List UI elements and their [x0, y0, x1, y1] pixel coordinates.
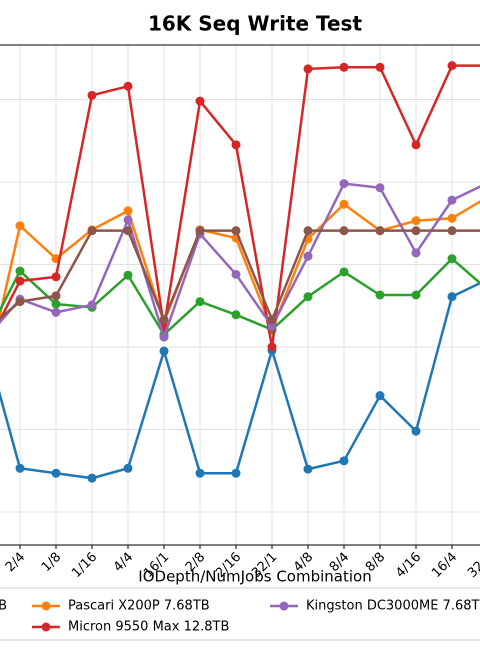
data-point — [447, 292, 457, 302]
x-tick-label: 4/16 — [393, 550, 424, 581]
data-point — [195, 226, 205, 236]
legend-label: Micron 9550 Max 12.8TB — [68, 620, 229, 635]
data-point — [375, 226, 385, 236]
data-point — [267, 321, 277, 331]
data-point — [231, 269, 241, 279]
data-point — [339, 267, 349, 277]
data-point — [339, 199, 349, 209]
x-axis-label: IODepth/NumJobs Combination — [138, 568, 371, 586]
data-point — [123, 270, 133, 280]
legend-marker — [41, 622, 51, 632]
data-point — [159, 346, 169, 356]
x-tick-label: 32/4 — [465, 550, 480, 581]
legend-label: B — [0, 599, 7, 614]
data-point — [231, 140, 241, 150]
plot-area — [0, 44, 480, 549]
data-point — [51, 291, 61, 301]
x-tick-label: 2/4 — [3, 550, 28, 575]
data-point — [447, 195, 457, 205]
legend-marker — [41, 601, 51, 611]
series-line — [0, 200, 480, 334]
data-point — [303, 292, 313, 302]
data-point — [195, 297, 205, 307]
data-point — [51, 307, 61, 317]
data-point — [123, 215, 133, 225]
data-point — [267, 342, 277, 352]
data-point — [411, 140, 421, 150]
data-point — [123, 463, 133, 473]
data-point — [195, 468, 205, 478]
legend-label: Pascari X200P 7.68TB — [68, 599, 210, 614]
data-point — [303, 251, 313, 261]
data-point — [87, 90, 97, 100]
x-tick-label: 16/4 — [429, 550, 460, 581]
chart-title: 16K Seq Write Test — [148, 12, 363, 36]
data-point — [447, 61, 457, 71]
data-point — [123, 206, 133, 216]
x-tick-label: 1/16 — [69, 550, 100, 581]
x-tick-label: 4/4 — [111, 550, 136, 575]
legend-label: Kingston DC3000ME 7.68TB — [306, 599, 480, 614]
data-point — [447, 254, 457, 264]
data-point — [123, 226, 133, 236]
data-point — [87, 226, 97, 236]
data-point — [339, 456, 349, 466]
data-point — [15, 266, 25, 276]
data-point — [411, 216, 421, 226]
data-point — [51, 468, 61, 478]
data-point — [447, 213, 457, 223]
data-point — [411, 290, 421, 300]
data-point — [375, 183, 385, 193]
data-point — [375, 62, 385, 72]
data-point — [303, 464, 313, 474]
data-point — [15, 221, 25, 231]
data-point — [51, 272, 61, 282]
data-point — [159, 332, 169, 342]
data-point — [411, 248, 421, 258]
data-point — [15, 276, 25, 286]
data-point — [51, 299, 61, 309]
data-point — [123, 81, 133, 91]
data-point — [411, 426, 421, 436]
legend-box — [0, 587, 480, 641]
data-point — [87, 300, 97, 310]
data-point — [87, 473, 97, 483]
data-point — [195, 96, 205, 106]
data-point — [159, 315, 169, 325]
data-point — [267, 315, 277, 325]
data-point — [375, 290, 385, 300]
data-point — [15, 297, 25, 307]
data-point — [375, 391, 385, 401]
legend-marker — [279, 601, 289, 611]
x-tick-label: 1/8 — [39, 550, 64, 575]
data-point — [231, 468, 241, 478]
data-point — [303, 64, 313, 74]
data-point — [303, 226, 313, 236]
data-point — [231, 310, 241, 320]
data-point — [447, 226, 457, 236]
data-point — [231, 226, 241, 236]
series-line — [0, 256, 480, 337]
data-point — [15, 463, 25, 473]
data-point — [339, 62, 349, 72]
data-point — [339, 226, 349, 236]
data-point — [411, 226, 421, 236]
data-point — [339, 179, 349, 189]
